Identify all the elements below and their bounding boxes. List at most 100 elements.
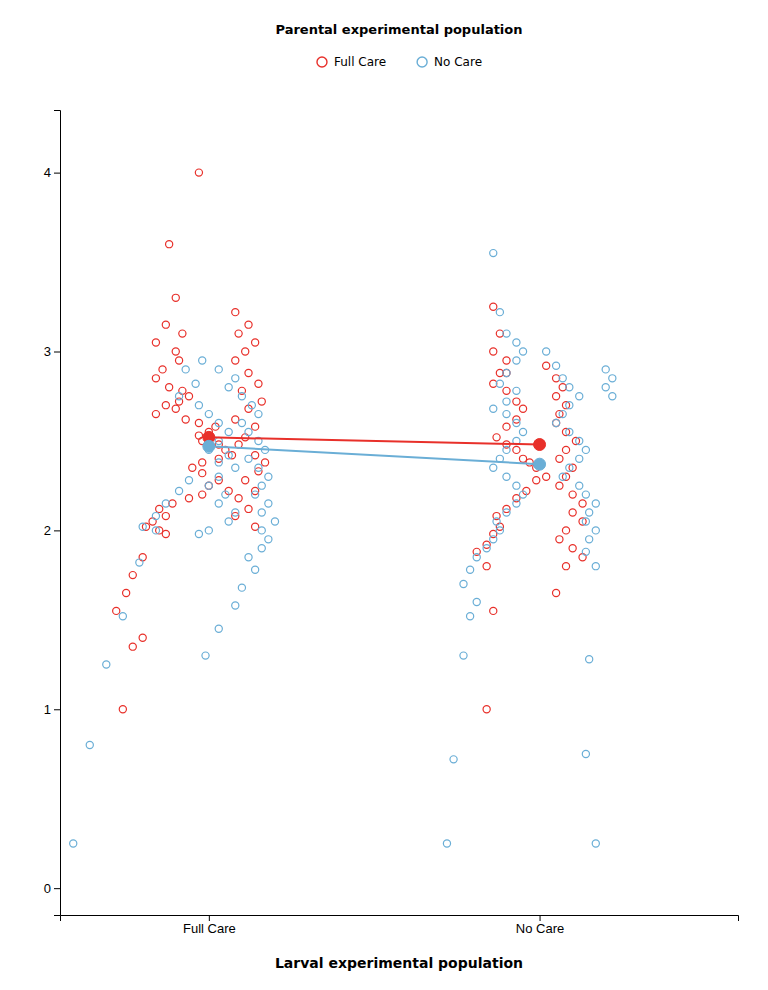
point [192,380,199,387]
point [232,464,239,471]
point [592,840,599,847]
point [526,459,533,466]
point [490,348,497,355]
point [552,419,559,426]
point [152,411,159,418]
point [255,411,262,418]
point [473,554,480,561]
point [232,509,239,516]
point [199,491,206,498]
mean-line [209,446,540,464]
point [513,357,520,364]
y-axis-line [54,111,61,916]
point [586,536,593,543]
point [172,405,179,412]
point [582,750,589,757]
point [562,446,569,453]
point [490,607,497,614]
point [513,387,520,394]
point [185,495,192,502]
point [519,405,526,412]
legend-items: Full CareNo Care [317,55,482,69]
point [513,398,520,405]
point [576,455,583,462]
point [543,473,550,480]
point [103,661,110,668]
mean-point [534,458,546,470]
point [503,509,510,516]
point [490,536,497,543]
point [175,487,182,494]
point [195,419,202,426]
point [152,375,159,382]
point [205,482,212,489]
point [513,500,520,507]
point [586,656,593,663]
point [159,366,166,373]
point [162,530,169,537]
point [238,584,245,591]
point [139,523,146,530]
point [235,330,242,337]
point [215,419,222,426]
point [139,554,146,561]
y-tick-label: 3 [44,344,51,359]
point [576,482,583,489]
point [586,509,593,516]
legend-swatch [317,57,327,67]
y-axis: 01234 [44,111,61,916]
point [119,613,126,620]
point [185,393,192,400]
point [513,339,520,346]
point [490,250,497,257]
point [513,482,520,489]
mean-line [209,437,540,444]
point [552,393,559,400]
point [592,563,599,570]
y-tick: 1 [44,702,60,717]
point [543,362,550,369]
series [70,250,616,848]
point [245,369,252,376]
x-axis-title: Larval experimental population [275,955,523,971]
point [467,613,474,620]
point [245,428,252,435]
point [86,741,93,748]
x-tick-mark [540,915,541,921]
point [582,518,589,525]
point [179,330,186,337]
y-tick: 3 [44,344,60,359]
point [265,473,272,480]
point [569,545,576,552]
point [503,398,510,405]
point [271,518,278,525]
point [70,840,77,847]
point [519,348,526,355]
x-axis: Full CareNo Care [61,915,739,936]
point [129,572,136,579]
point [473,598,480,605]
point [582,491,589,498]
point [225,384,232,391]
x-tick: Full Care [183,915,236,936]
point [519,491,526,498]
point [215,625,222,632]
point [149,518,156,525]
point [569,491,576,498]
point [202,652,209,659]
point [205,527,212,534]
point [566,428,573,435]
legend-swatch [417,57,427,67]
y-tick-label: 2 [44,523,51,538]
point [503,411,510,418]
point [182,366,189,373]
y-tick-label: 0 [44,881,51,896]
point [579,500,586,507]
point [189,464,196,471]
point [490,405,497,412]
point [503,387,510,394]
point [490,303,497,310]
point [562,527,569,534]
point [205,411,212,418]
point [172,348,179,355]
